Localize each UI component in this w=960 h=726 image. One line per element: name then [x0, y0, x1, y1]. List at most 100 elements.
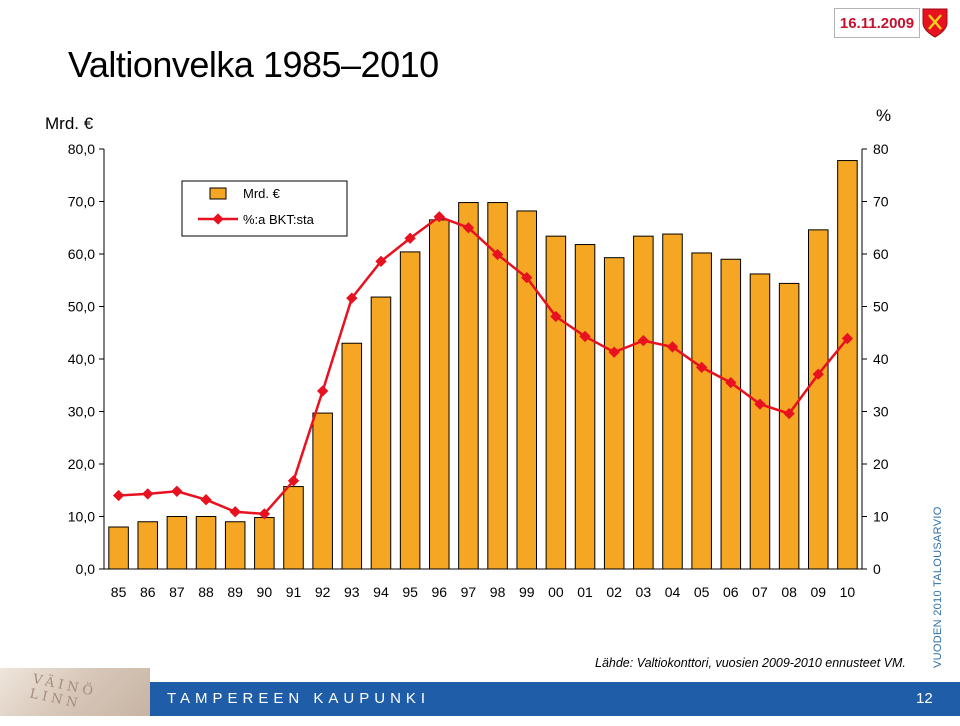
right-tick-label: 60 [873, 246, 889, 262]
legend-label-line: %:a BKT:sta [243, 212, 315, 227]
left-tick-label: 40,0 [68, 351, 95, 367]
gdp-point-95 [404, 232, 416, 244]
bar-04 [662, 233, 683, 570]
left-tick-label: 20,0 [68, 456, 95, 472]
x-tick-label: 00 [548, 584, 564, 600]
bar-95 [399, 251, 421, 570]
footer-organization: TAMPEREEN KAUPUNKI [167, 690, 431, 707]
chart-legend: Mrd. € %:a BKT:sta [181, 180, 348, 237]
gdp-point-94 [375, 255, 387, 268]
right-tick-label: 10 [873, 509, 889, 525]
gdp-point-09 [812, 368, 824, 380]
bar-00 [545, 235, 567, 570]
page-number: 12 [916, 690, 933, 707]
bar-85 [108, 526, 129, 570]
gdp-point-93 [346, 292, 358, 304]
bar-10 [837, 160, 858, 570]
bar-09 [808, 229, 829, 570]
gdp-point-06 [725, 376, 737, 389]
right-tick-label: 20 [873, 456, 889, 472]
side-label: VUODEN 2010 TALOUSARVIO [932, 506, 944, 668]
x-tick-label: 02 [606, 584, 622, 600]
gdp-point-07 [754, 398, 766, 410]
bar-89 [224, 521, 246, 570]
gdp-point-05 [695, 361, 708, 374]
gdp-point-88 [200, 494, 212, 506]
right-tick-label: 50 [873, 299, 889, 315]
bar-87 [166, 516, 188, 570]
x-tick-label: 04 [665, 584, 681, 600]
gdp-point-87 [171, 485, 183, 497]
gdp-point-85 [112, 489, 125, 502]
x-tick-label: 85 [111, 584, 127, 600]
x-tick-label: 08 [781, 584, 797, 600]
left-tick-label: 70,0 [68, 194, 95, 210]
gdp-point-89 [229, 506, 241, 518]
right-tick-label: 80 [873, 141, 889, 157]
x-tick-label: 89 [227, 584, 243, 600]
bar-86 [137, 521, 158, 570]
left-axis-unit: Mrd. € [45, 114, 94, 133]
right-tick-label: 30 [873, 404, 889, 420]
bar-99 [516, 210, 537, 570]
x-tick-label: 98 [490, 584, 506, 600]
bar-96 [429, 219, 450, 570]
right-tick-label: 0 [873, 561, 881, 577]
gdp-point-02 [608, 346, 620, 358]
left-tick-label: 50,0 [68, 299, 95, 315]
gdp-point-01 [579, 330, 591, 343]
gdp-point-86 [142, 488, 154, 500]
gdp-point-10 [841, 332, 854, 345]
bar-05 [691, 252, 712, 570]
x-tick-label: 95 [402, 584, 418, 600]
x-tick-label: 99 [519, 584, 535, 600]
gdp-point-92 [316, 385, 329, 397]
legend-bar-swatch [209, 187, 227, 200]
x-tick-label: 01 [577, 584, 593, 600]
footer-bar [0, 682, 960, 716]
city-crest-icon [922, 8, 948, 38]
x-tick-label: 96 [431, 584, 447, 600]
x-tick-label: 91 [286, 584, 302, 600]
gdp-point-90 [258, 508, 271, 520]
gdp-point-91 [287, 475, 300, 487]
x-tick-label: 06 [723, 584, 739, 600]
x-tick-label: 88 [198, 584, 214, 600]
left-tick-label: 30,0 [68, 404, 95, 420]
x-tick-label: 86 [140, 584, 156, 600]
date-badge: 16.11.2009 [834, 8, 920, 38]
left-tick-label: 10,0 [68, 509, 95, 525]
legend-line-marker [212, 213, 224, 225]
footer-deco-text: VÄINÖ LINN [28, 671, 99, 713]
right-axis-unit: % [876, 106, 892, 125]
left-tick-label: 80,0 [68, 141, 95, 157]
right-tick-label: 40 [873, 351, 889, 367]
x-tick-label: 90 [257, 584, 273, 600]
bar-94 [370, 296, 392, 570]
gdp-point-00 [550, 310, 562, 323]
x-tick-label: 87 [169, 584, 185, 600]
x-tick-label: 92 [315, 584, 331, 600]
gdp-point-03 [637, 334, 650, 347]
bar-06 [720, 258, 742, 570]
gdp-point-04 [666, 341, 679, 353]
x-tick-label: 05 [694, 584, 710, 600]
bar-91 [283, 486, 304, 570]
bar-02 [603, 257, 625, 570]
page-title: Valtionvelka 1985–2010 [68, 44, 439, 85]
legend-label-bars: Mrd. € [243, 186, 281, 201]
gdp-point-98 [491, 248, 504, 261]
x-tick-label: 10 [840, 584, 856, 600]
bar-93 [341, 342, 363, 570]
gdp-point-97 [462, 222, 475, 234]
x-tick-label: 09 [810, 584, 826, 600]
bar-90 [254, 517, 275, 570]
bar-03 [633, 235, 654, 570]
footer-decoration: VÄINÖ LINN [0, 668, 150, 716]
left-tick-label: 60,0 [68, 246, 95, 262]
bar-01 [574, 244, 596, 570]
x-tick-label: 03 [636, 584, 652, 600]
bar-92 [312, 412, 333, 570]
bar-97 [458, 202, 479, 570]
